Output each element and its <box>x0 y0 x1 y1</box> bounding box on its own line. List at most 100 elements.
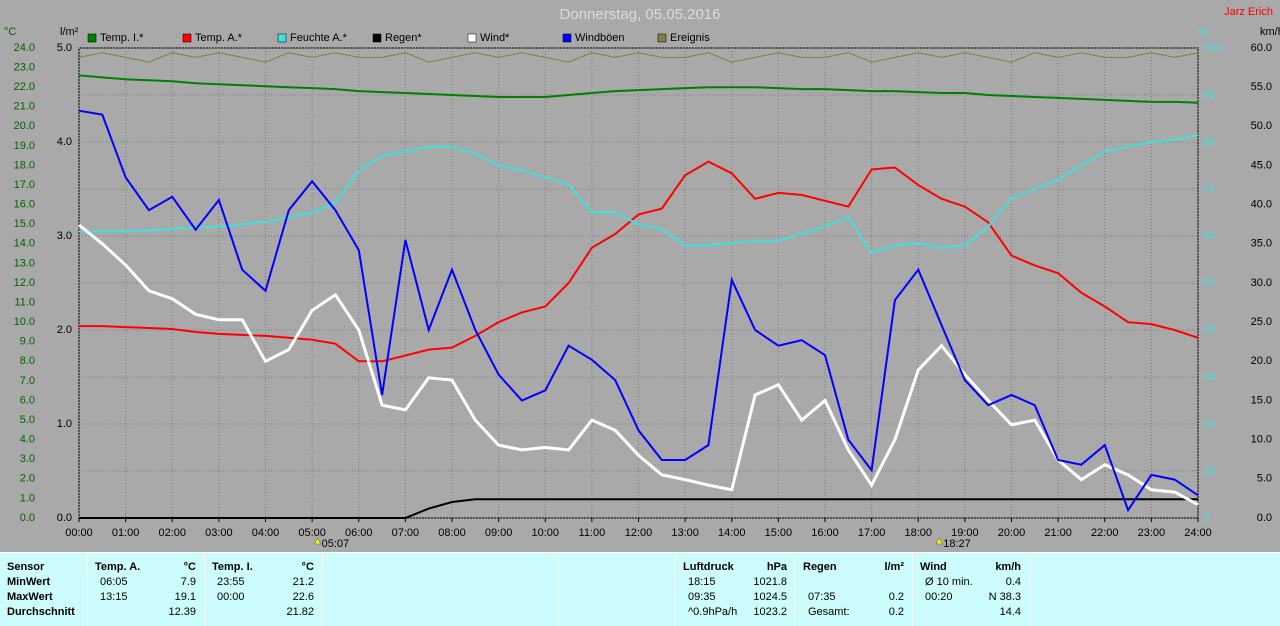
series-line <box>78 223 1199 507</box>
stats-cell: Gesamt: <box>808 606 850 618</box>
stats-panel: Regen l/m² 07:35 0.2 Gesamt: 0.2 <box>796 553 913 626</box>
legend-label: Windböen <box>575 32 625 44</box>
legend-label: Ereignis <box>670 32 710 44</box>
chart: Donnerstag, 05.05.2016 Jarz Erich 00:00 0… <box>4 5 1280 550</box>
x-tick-label: 12:00 <box>625 527 653 539</box>
y-tick-label: 17.0 <box>14 179 35 191</box>
x-tick-label: 16:00 <box>811 527 839 539</box>
y-tick-label: 35.0 <box>1251 238 1272 250</box>
y-tick-label: 90 <box>1203 89 1215 101</box>
annotation-marker <box>314 537 321 545</box>
y-tick-label: 70 <box>1203 183 1215 195</box>
legend-swatch <box>467 33 477 43</box>
x-tick-label: 06:00 <box>345 527 373 539</box>
y-tick-label: 50.0 <box>1251 120 1272 132</box>
legend-label: Wind* <box>480 32 510 44</box>
x-tick-label: 03:00 <box>205 527 233 539</box>
x-tick-label: 00:00 <box>65 527 93 539</box>
stats-panel: Sensor MinWert MaxWert Durchschnitt <box>0 553 88 626</box>
y-tick-label: 21.0 <box>14 101 35 113</box>
series-line <box>79 160 1199 363</box>
column-header: Regen <box>803 561 837 573</box>
stats-cell: 1021.8 <box>753 576 787 588</box>
stats-cell: 06:05 <box>100 576 128 588</box>
legend-swatch <box>277 33 287 43</box>
y-tick-label: 14.0 <box>14 238 35 250</box>
y-tick-label: 2.0 <box>20 473 35 485</box>
series-line <box>79 498 1198 519</box>
stats-cell: 22.6 <box>292 591 314 603</box>
y-tick-label: 5.0 <box>20 414 35 426</box>
x-tick-label: 07:00 <box>392 527 420 539</box>
y-tick-label: 18.0 <box>14 159 35 171</box>
stats-cell: 1023.2 <box>753 606 787 618</box>
legend-swatch <box>372 33 382 43</box>
y-tick-label: 4.0 <box>20 434 35 446</box>
column-header: Sensor <box>7 561 45 573</box>
stats-cell: 00:00 <box>217 591 245 603</box>
y-tick-label: 3.0 <box>57 230 72 242</box>
column-header: km/h <box>995 561 1021 573</box>
x-tick-label: 15:00 <box>765 527 793 539</box>
y-tick-label: 0.0 <box>57 512 72 524</box>
stats-cell: 07:35 <box>808 591 836 603</box>
axis-unit: °C <box>4 26 16 38</box>
y-tick-label: 4.0 <box>57 136 72 148</box>
stats-cell: 0.4 <box>1005 576 1021 588</box>
annotation-marker <box>935 537 943 545</box>
stats-cell: 7.9 <box>180 576 196 588</box>
stats-cell: 21.82 <box>286 606 314 618</box>
stats-cell: 13:15 <box>100 591 128 603</box>
y-tick-label: 23.0 <box>14 61 35 73</box>
y-tick-label: 20.0 <box>1251 355 1272 367</box>
stats-cell: 0.2 <box>888 606 904 618</box>
y-tick-label: 5.0 <box>1257 473 1272 485</box>
stats-panel: Luftdruck hPa 18:15 1021.8 09:35 1024.5 ^0.9hP… <box>676 553 796 626</box>
x-tick-label: 05:00 <box>298 527 326 539</box>
y-tick-label: 45.0 <box>1251 159 1272 171</box>
y-tick-label: 10.0 <box>1251 434 1272 446</box>
y-tick-label: 0.0 <box>1257 512 1272 524</box>
legend-swatch <box>562 33 572 43</box>
y-tick-label: 12.0 <box>14 277 35 289</box>
stats-cell: 0.2 <box>888 591 904 603</box>
x-tick-label: 04:00 <box>252 527 280 539</box>
x-tick-label: 21:00 <box>1044 527 1072 539</box>
y-tick-label: 10.0 <box>14 316 35 328</box>
y-tick-label: 15.0 <box>1251 394 1272 406</box>
stats-cell: 00:20 <box>925 591 953 603</box>
x-tick-label: 19:00 <box>951 527 979 539</box>
axis-unit: % <box>1198 26 1208 38</box>
legend-label: Regen* <box>385 32 422 44</box>
axis-unit: km/h <box>1260 26 1280 38</box>
y-tick-label: 9.0 <box>20 336 35 348</box>
x-tick-label: 01:00 <box>112 527 140 539</box>
stats-cell: 21.2 <box>292 576 314 588</box>
annotation-label: 05:07 <box>322 538 350 550</box>
y-tick-label: 16.0 <box>14 199 35 211</box>
stats-cell: 19.1 <box>174 591 196 603</box>
x-tick-label: 08:00 <box>438 527 466 539</box>
y-tick-label: 20.0 <box>14 120 35 132</box>
y-tick-label: 7.0 <box>20 375 35 387</box>
x-tick-label: 24:00 <box>1184 527 1212 539</box>
x-tick-label: 22:00 <box>1091 527 1119 539</box>
y-tick-label: 0 <box>1203 512 1209 524</box>
y-tick-label: 40.0 <box>1251 199 1272 211</box>
series-line <box>79 134 1199 254</box>
stats-cell: ^0.9hPa/h <box>688 606 738 618</box>
x-tick-label: 13:00 <box>671 527 699 539</box>
legend-swatch <box>87 33 97 43</box>
y-tick-label: 8.0 <box>20 355 35 367</box>
stats-cell: 1024.5 <box>753 591 787 603</box>
y-tick-label: 2.0 <box>57 324 72 336</box>
empty-panel <box>558 553 676 626</box>
chart-title: Donnerstag, 05.05.2016 <box>560 6 721 23</box>
stats-cell: 12.39 <box>168 606 196 618</box>
y-tick-label: 0.0 <box>20 512 35 524</box>
stats-cell: Ø 10 min. <box>925 576 973 588</box>
y-tick-label: 22.0 <box>14 81 35 93</box>
stats-cell: MinWert <box>7 576 51 588</box>
x-tick-label: 10:00 <box>531 527 559 539</box>
